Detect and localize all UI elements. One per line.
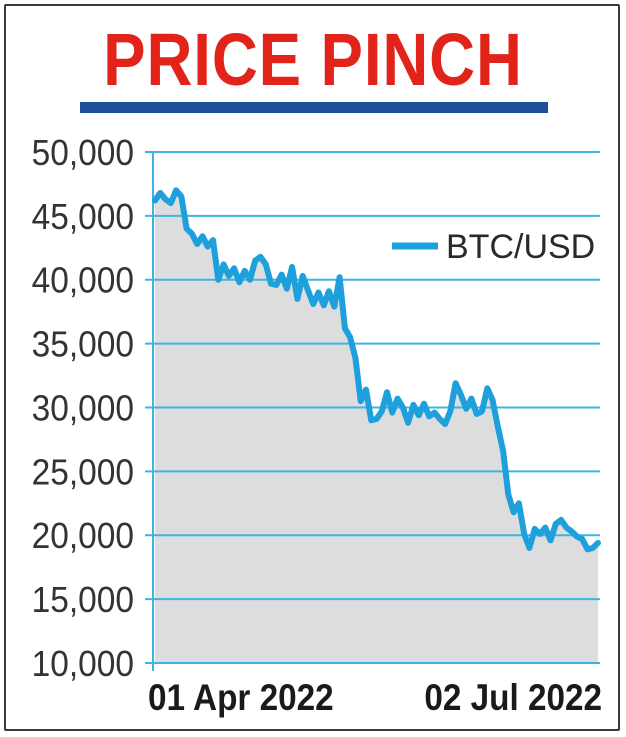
y-tick-label: 25,000 <box>32 453 134 492</box>
y-tick-label: 10,000 <box>32 645 134 684</box>
title-underline <box>80 102 548 113</box>
chart-title: PRICE PINCH <box>103 18 523 101</box>
x-tick-label-end: 02 Jul 2022 <box>424 677 602 718</box>
y-tick-label: 35,000 <box>32 326 134 365</box>
y-tick-label: 40,000 <box>32 262 134 301</box>
y-tick-label: 20,000 <box>32 517 134 556</box>
y-tick-label: 50,000 <box>32 134 134 173</box>
legend-label: BTC/USD <box>446 228 595 266</box>
x-tick-label-start: 01 Apr 2022 <box>148 677 334 718</box>
y-tick-label: 15,000 <box>32 581 134 620</box>
price-area <box>155 190 598 664</box>
y-tick-label: 30,000 <box>32 389 134 428</box>
y-tick-label: 45,000 <box>32 198 134 237</box>
btc-usd-series-line <box>152 187 601 553</box>
